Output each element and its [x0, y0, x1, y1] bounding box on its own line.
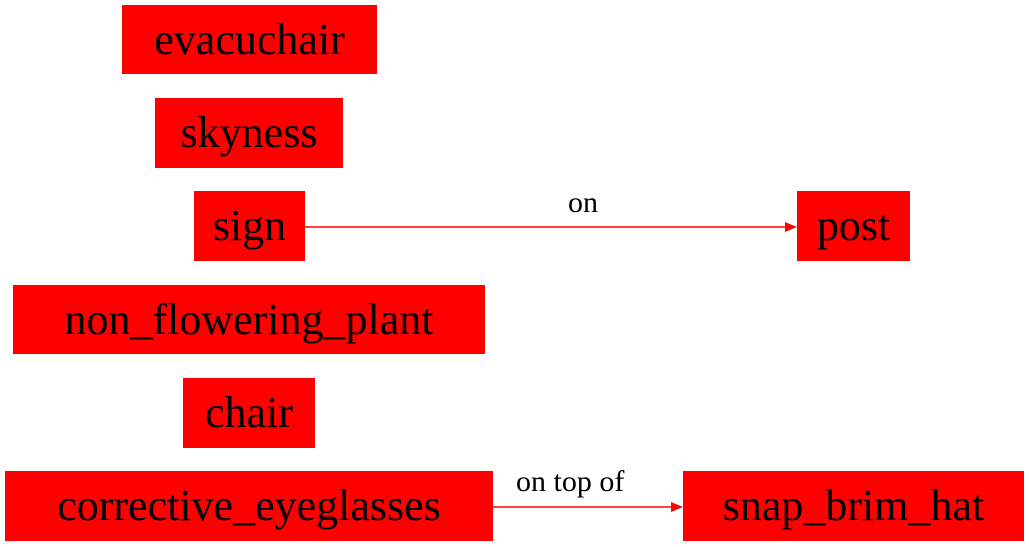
edge-sign-post: [305, 222, 797, 232]
edge-label-on: on: [568, 186, 598, 219]
node-skyness: skyness: [155, 98, 343, 168]
edge-corrective-snapbrim: [493, 502, 683, 512]
node-evacuchair: evacuchair: [122, 5, 377, 74]
node-corrective-eyeglasses: corrective_eyeglasses: [5, 471, 493, 541]
node-non-flowering-plant: non_flowering_plant: [13, 285, 485, 354]
edge-label-on-top-of: on top of: [516, 465, 625, 498]
node-sign: sign: [194, 191, 305, 261]
arrowhead-snap-brim-hat: [671, 502, 683, 512]
arrowhead-post: [785, 222, 797, 232]
node-snap-brim-hat: snap_brim_hat: [683, 471, 1024, 541]
node-post: post: [797, 191, 910, 261]
node-chair: chair: [183, 378, 315, 448]
